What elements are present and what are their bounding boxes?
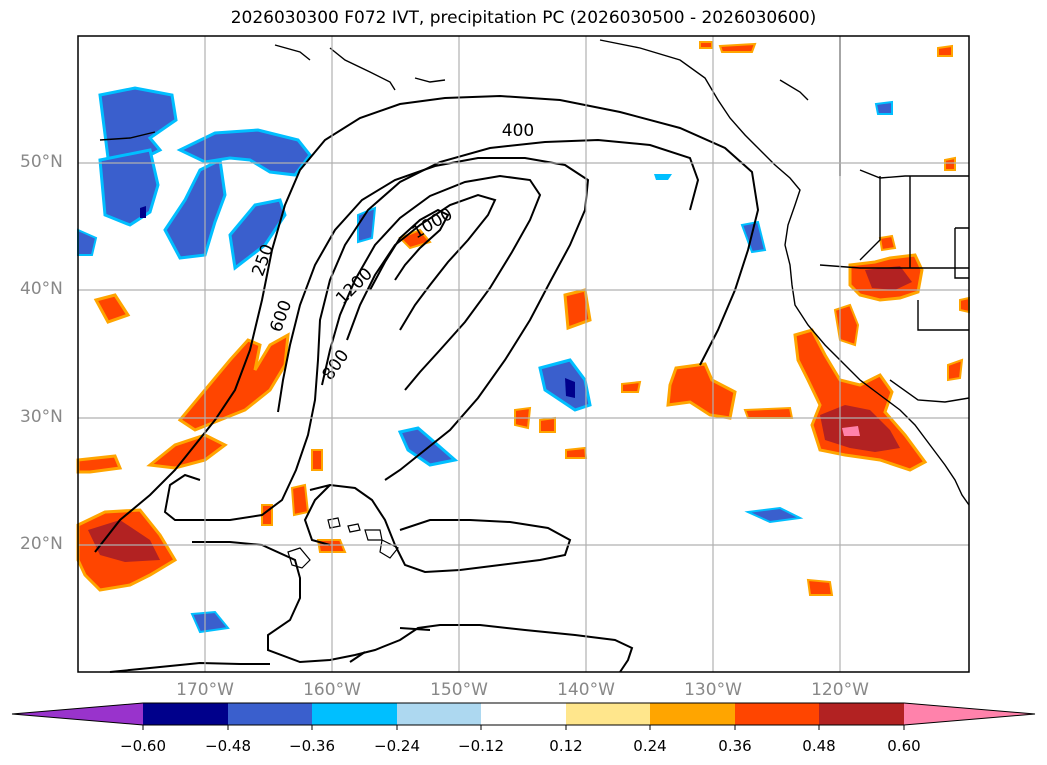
precip-positive-shading (76, 41, 970, 596)
map-title: 2026030300 F072 IVT, precipitation PC (2… (230, 8, 817, 28)
lat-label-30n: 30°N (20, 407, 63, 427)
lon-label-120w: 120°W (811, 680, 869, 700)
colorbar-segment-4 (397, 703, 481, 725)
colorbar-tick-label: −0.36 (289, 737, 335, 755)
lon-label-160w: 160°W (303, 680, 361, 700)
lat-label-50n: 50°N (20, 152, 63, 172)
colorbar-tick-marks (142, 725, 905, 730)
colorbar-segment-3 (312, 703, 397, 725)
lat-label-20n: 20°N (20, 534, 63, 554)
colorbar-segment-8 (735, 703, 819, 725)
colorbar-tick-label: −0.48 (205, 737, 251, 755)
map-frame (77, 35, 970, 673)
gridlines (78, 36, 969, 672)
colorbar-tick-label: 0.60 (887, 737, 921, 755)
lon-label-140w: 140°W (557, 680, 615, 700)
lon-label-170w: 170°W (176, 680, 234, 700)
ivt-contours (94, 94, 760, 673)
colorbar-segment-1 (143, 703, 228, 725)
lon-label-150w: 150°W (430, 680, 488, 700)
colorbar-segment-2 (228, 703, 312, 725)
map-panel: 250 400 600 800 1000 1200 (76, 35, 970, 673)
colorbar-segment-7 (650, 703, 735, 725)
lon-label-130w: 130°W (684, 680, 742, 700)
colorbar-tick-label: −0.12 (458, 737, 504, 755)
colorbar-outline (11, 702, 1036, 726)
colorbar-segment-6 (566, 703, 650, 725)
colorbar-tick-label: 0.36 (718, 737, 752, 755)
colorbar-tick-label: 0.24 (633, 737, 667, 755)
colorbar-extend-low (12, 703, 143, 725)
colorbar-tick-label: −0.24 (374, 737, 420, 755)
colorbar-extend-high (904, 703, 1035, 725)
lat-label-40n: 40°N (20, 279, 63, 299)
colorbar-tick-label: −0.60 (120, 737, 166, 755)
colorbar-tick-label: 0.48 (802, 737, 836, 755)
colorbar-tick-label: 0.12 (549, 737, 583, 755)
contour-label-400: 400 (502, 121, 534, 141)
colorbar-segment-9 (819, 703, 904, 725)
colorbar-segment-5 (481, 703, 566, 725)
